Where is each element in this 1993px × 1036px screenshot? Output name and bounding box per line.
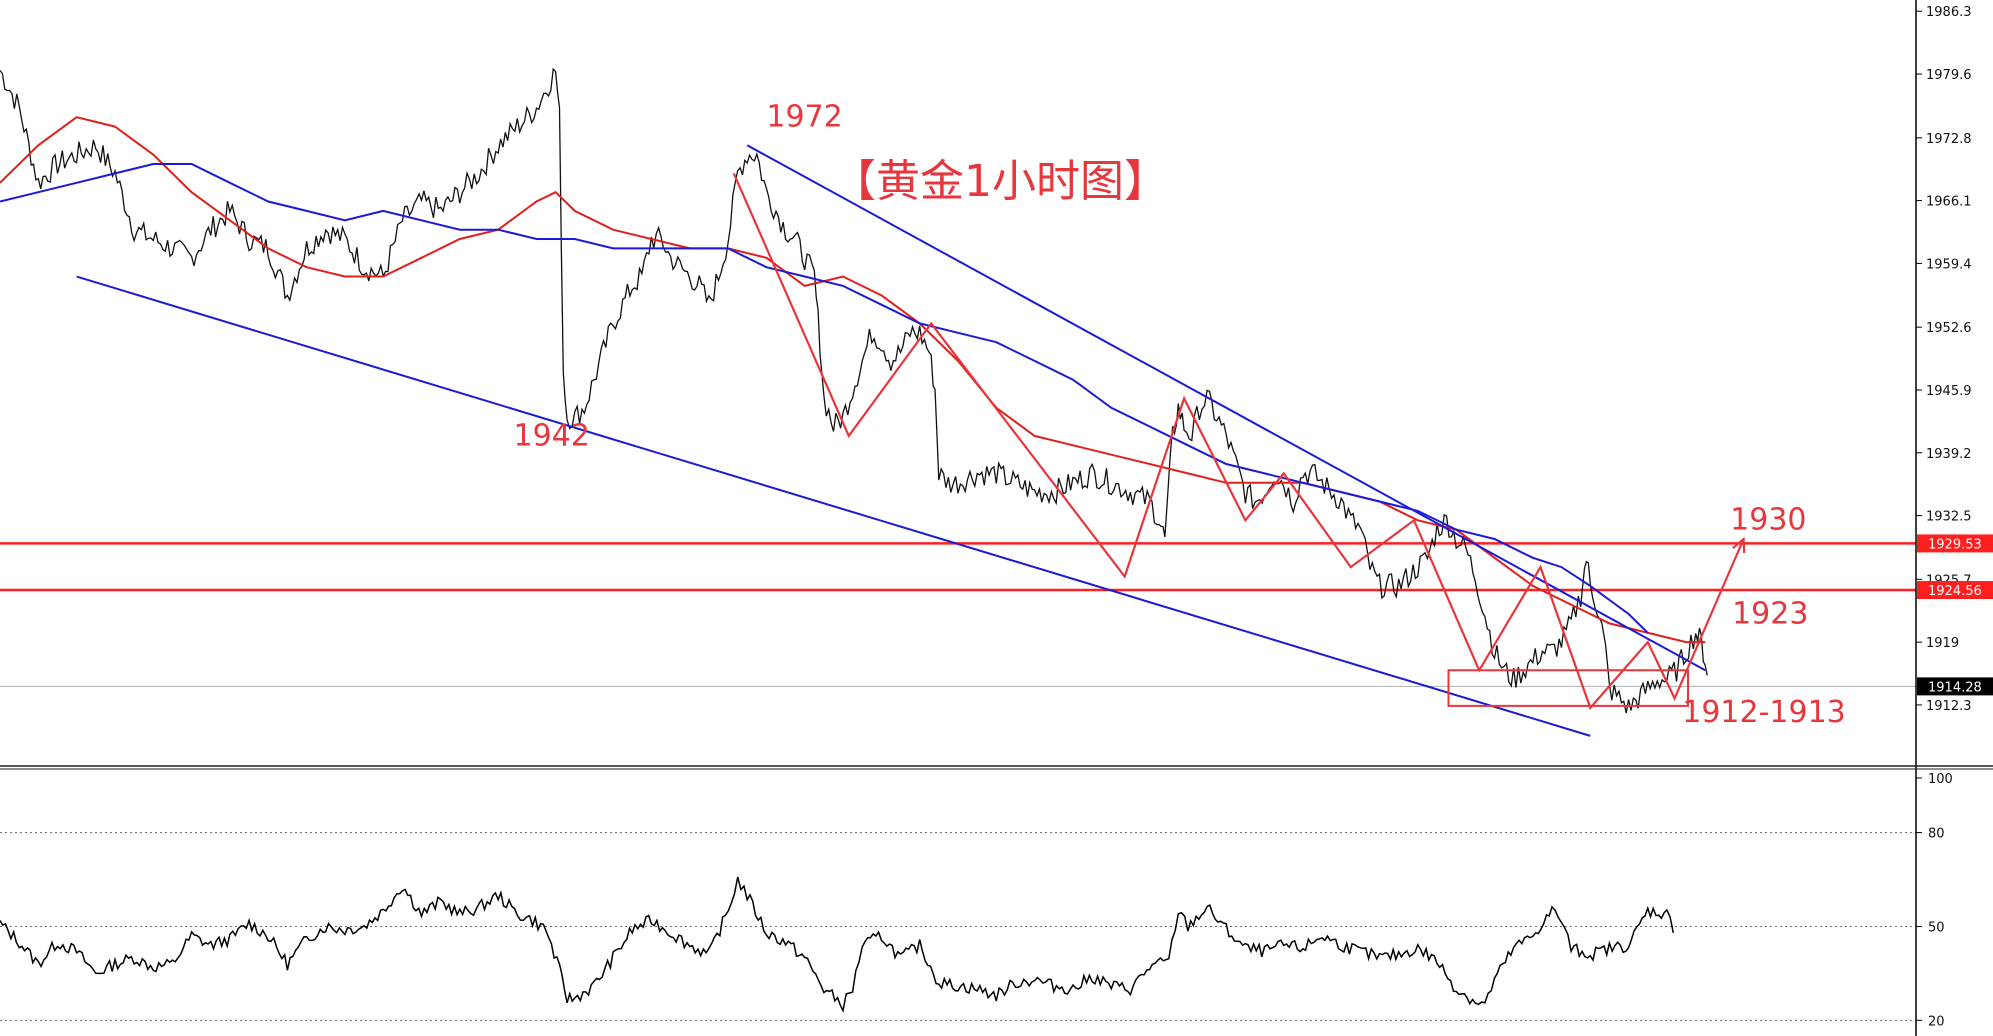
annotation-layer: 【黄金1小时图】 1972 1942 1930 1923 1912-1913 [513, 100, 1845, 730]
level-price-tag-label: 1929.53 [1928, 537, 1982, 552]
price-annotation: 1923 [1732, 596, 1808, 631]
price-tick-label: 1939.2 [1926, 447, 1972, 462]
price-annotation: 1972 [766, 100, 842, 135]
price-annotation: 1930 [1730, 503, 1806, 538]
current-price-tag-label: 1914.28 [1928, 680, 1982, 695]
osc-tick-label: 20 [1928, 1014, 1945, 1029]
level-price-tag-label: 1924.56 [1928, 584, 1982, 599]
price-tick-label: 1932.5 [1926, 510, 1972, 525]
price-tick-label: 1919 [1926, 636, 1959, 651]
current-price-tag [1917, 677, 1993, 696]
support-box [1447, 669, 1689, 707]
oscillator-panel [0, 832, 1916, 1021]
chart-title: 【黄金1小时图】 [832, 156, 1168, 207]
main-price-panel [0, 0, 1916, 764]
moving-average-line [0, 116, 1706, 644]
price-tick-label: 1912.3 [1926, 699, 1972, 714]
osc-tick-label: 80 [1928, 827, 1945, 842]
main-panel-background [0, 0, 1916, 764]
osc-tick-label: 100 [1928, 772, 1953, 787]
price-annotation: 1942 [513, 418, 589, 453]
level-price-tag [1917, 534, 1993, 553]
price-tick-label: 1959.4 [1926, 257, 1972, 272]
price-tick-label: 1979.6 [1926, 68, 1972, 83]
price-tick-label: 1952.6 [1926, 321, 1972, 336]
level-price-tag [1917, 581, 1993, 600]
price-annotation: 1912-1913 [1682, 695, 1846, 730]
price-tick-label: 1945.9 [1926, 384, 1972, 399]
price-tick-label: 1966.1 [1926, 195, 1972, 210]
price-tick-label: 1972.8 [1926, 132, 1972, 147]
oscillator-line [0, 876, 1675, 1014]
projection-arrowhead [1732, 536, 1746, 554]
projection-path [732, 172, 1745, 710]
price-path [0, 67, 1708, 714]
moving-average-line [0, 163, 1649, 634]
trendline [76, 275, 1591, 737]
osc-tick-label: 50 [1928, 920, 1945, 935]
price-tick-label: 1986.3 [1926, 5, 1972, 20]
